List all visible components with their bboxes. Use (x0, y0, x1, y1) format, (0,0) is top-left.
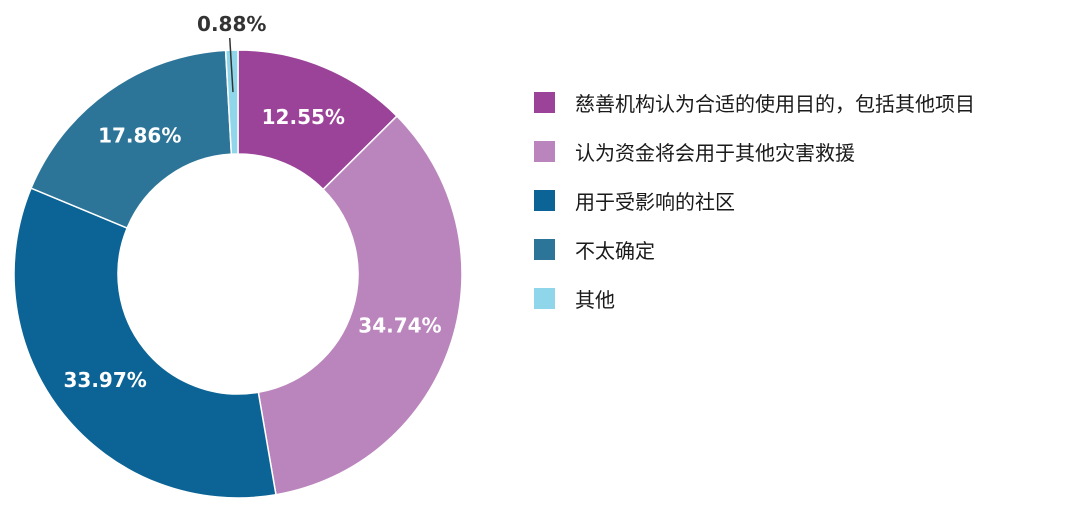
legend-item-1: 慈善机构认为合适的使用目的，包括其他项目 (534, 78, 975, 127)
legend-item-4: 不太确定 (534, 225, 975, 274)
legend-label-4: 不太确定 (575, 239, 655, 263)
legend-swatch-3 (534, 190, 555, 211)
donut-slices (13, 49, 463, 499)
legend-item-5: 其他 (534, 274, 975, 323)
slice-label-5: 0.88% (197, 12, 266, 36)
slice-label-1: 12.55% (262, 105, 345, 129)
slice-labels: 12.55% 34.74% 33.97% 17.86% 0.88% (64, 12, 442, 392)
legend-swatch-4 (534, 239, 555, 260)
legend-item-2: 认为资金将会用于其他灾害救援 (534, 127, 975, 176)
legend-swatch-5 (534, 288, 555, 309)
donut-chart: 12.55% 34.74% 33.97% 17.86% 0.88% (13, 12, 463, 499)
donut-slice-4 (30, 49, 233, 229)
legend-label-3: 用于受影响的社区 (575, 190, 735, 214)
legend-item-3: 用于受影响的社区 (534, 176, 975, 225)
legend-swatch-2 (534, 141, 555, 162)
legend-label-1: 慈善机构认为合适的使用目的，包括其他项目 (575, 92, 975, 116)
legend-swatch-1 (534, 92, 555, 113)
slice-leader-line-5 (229, 37, 234, 93)
donut-slice-2 (257, 115, 463, 496)
donut-slice-3 (13, 187, 277, 499)
slice-label-4: 17.86% (98, 123, 181, 147)
slice-label-2: 34.74% (358, 314, 441, 338)
legend-label-5: 其他 (575, 288, 615, 312)
chart-legend: 慈善机构认为合适的使用目的，包括其他项目 认为资金将会用于其他灾害救援 用于受影响的… (534, 78, 975, 323)
legend-label-2: 认为资金将会用于其他灾害救援 (575, 141, 855, 165)
slice-label-3: 33.97% (64, 368, 147, 392)
